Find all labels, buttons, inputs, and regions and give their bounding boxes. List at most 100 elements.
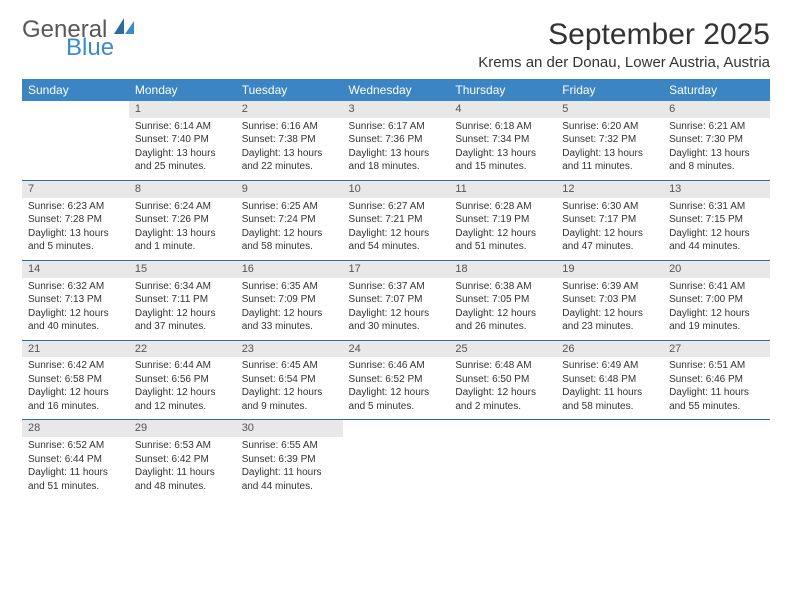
day-number: 25	[455, 343, 467, 355]
day-number: 10	[349, 183, 361, 195]
sunset-text: Sunset: 7:21 PM	[349, 213, 444, 227]
weekday-header: Thursday	[449, 79, 556, 101]
sunset-text: Sunset: 7:13 PM	[28, 293, 123, 307]
day-number-row: 28 29 30	[22, 420, 770, 437]
day-cell	[556, 437, 663, 499]
day-cell: Sunrise: 6:35 AMSunset: 7:09 PMDaylight:…	[236, 278, 343, 341]
day-cell: Sunrise: 6:51 AMSunset: 6:46 PMDaylight:…	[663, 357, 770, 420]
day-number: 4	[455, 103, 461, 115]
day-cell: Sunrise: 6:37 AMSunset: 7:07 PMDaylight:…	[343, 278, 450, 341]
day-number-cell: 16	[236, 261, 343, 278]
daylight-text: Daylight: 13 hours and 15 minutes.	[455, 147, 550, 174]
day-number-cell: 7	[22, 181, 129, 198]
sunrise-text: Sunrise: 6:44 AM	[135, 359, 230, 373]
day-cell: Sunrise: 6:31 AMSunset: 7:15 PMDaylight:…	[663, 198, 770, 261]
daylight-text: Daylight: 12 hours and 16 minutes.	[28, 386, 123, 413]
day-cell: Sunrise: 6:49 AMSunset: 6:48 PMDaylight:…	[556, 357, 663, 420]
day-cell: Sunrise: 6:48 AMSunset: 6:50 PMDaylight:…	[449, 357, 556, 420]
day-number-cell: 8	[129, 181, 236, 198]
daylight-text: Daylight: 12 hours and 2 minutes.	[455, 386, 550, 413]
day-number: 22	[135, 343, 147, 355]
month-title: September 2025	[478, 18, 770, 52]
sunset-text: Sunset: 7:03 PM	[562, 293, 657, 307]
day-cell: Sunrise: 6:38 AMSunset: 7:05 PMDaylight:…	[449, 278, 556, 341]
sunset-text: Sunset: 6:58 PM	[28, 373, 123, 387]
sunset-text: Sunset: 6:39 PM	[242, 453, 337, 467]
day-cell	[449, 437, 556, 499]
day-number-cell: 9	[236, 181, 343, 198]
sunrise-text: Sunrise: 6:51 AM	[669, 359, 764, 373]
day-number-cell: 15	[129, 261, 236, 278]
sunrise-text: Sunrise: 6:39 AM	[562, 280, 657, 294]
daylight-text: Daylight: 12 hours and 23 minutes.	[562, 307, 657, 334]
daylight-text: Daylight: 12 hours and 26 minutes.	[455, 307, 550, 334]
weekday-header: Friday	[556, 79, 663, 101]
sunrise-text: Sunrise: 6:28 AM	[455, 200, 550, 214]
day-cell: Sunrise: 6:25 AMSunset: 7:24 PMDaylight:…	[236, 198, 343, 261]
day-number-row: 123456	[22, 101, 770, 118]
day-cell: Sunrise: 6:20 AMSunset: 7:32 PMDaylight:…	[556, 118, 663, 181]
sunrise-text: Sunrise: 6:37 AM	[349, 280, 444, 294]
day-number: 26	[562, 343, 574, 355]
daylight-text: Daylight: 12 hours and 33 minutes.	[242, 307, 337, 334]
day-number: 13	[669, 183, 681, 195]
day-number: 20	[669, 263, 681, 275]
sunset-text: Sunset: 7:07 PM	[349, 293, 444, 307]
sunrise-text: Sunrise: 6:14 AM	[135, 120, 230, 134]
day-cell: Sunrise: 6:46 AMSunset: 6:52 PMDaylight:…	[343, 357, 450, 420]
day-number-cell: 29	[129, 420, 236, 437]
day-number: 8	[135, 183, 141, 195]
day-number: 16	[242, 263, 254, 275]
day-number-cell: 5	[556, 101, 663, 118]
day-number: 21	[28, 343, 40, 355]
day-cell: Sunrise: 6:16 AMSunset: 7:38 PMDaylight:…	[236, 118, 343, 181]
day-number: 17	[349, 263, 361, 275]
day-number-cell: 27	[663, 341, 770, 358]
day-number-row: 21 22 23 24 25 26 27	[22, 341, 770, 358]
day-number-cell: 20	[663, 261, 770, 278]
sunset-text: Sunset: 6:44 PM	[28, 453, 123, 467]
day-data-row: Sunrise: 6:14 AMSunset: 7:40 PM Daylight:…	[22, 118, 770, 181]
day-number: 1	[135, 103, 141, 115]
daylight-text: Daylight: 12 hours and 5 minutes.	[349, 386, 444, 413]
day-data-row: Sunrise: 6:42 AMSunset: 6:58 PMDaylight:…	[22, 357, 770, 420]
day-number-cell: 3	[343, 101, 450, 118]
day-data-row: Sunrise: 6:52 AMSunset: 6:44 PMDaylight:…	[22, 437, 770, 499]
sunset-text: Sunset: 7:28 PM	[28, 213, 123, 227]
sunrise-text: Sunrise: 6:27 AM	[349, 200, 444, 214]
day-cell: Sunrise: 6:45 AMSunset: 6:54 PMDaylight:…	[236, 357, 343, 420]
day-cell: Sunrise: 6:18 AMSunset: 7:34 PMDaylight:…	[449, 118, 556, 181]
weekday-header: Sunday	[22, 79, 129, 101]
sunrise-text: Sunrise: 6:23 AM	[28, 200, 123, 214]
day-cell: Sunrise: 6:42 AMSunset: 6:58 PMDaylight:…	[22, 357, 129, 420]
weekday-header: Wednesday	[343, 79, 450, 101]
sunrise-text: Sunrise: 6:18 AM	[455, 120, 550, 134]
day-cell	[343, 437, 450, 499]
day-number: 23	[242, 343, 254, 355]
day-number: 30	[242, 422, 254, 434]
sunrise-text: Sunrise: 6:45 AM	[242, 359, 337, 373]
day-cell	[663, 437, 770, 499]
day-number: 6	[669, 103, 675, 115]
sunrise-text: Sunrise: 6:32 AM	[28, 280, 123, 294]
sunset-text: Sunset: 7:40 PM	[135, 133, 230, 147]
day-number: 9	[242, 183, 248, 195]
day-cell: Sunrise: 6:52 AMSunset: 6:44 PMDaylight:…	[22, 437, 129, 499]
daylight-text: Daylight: 12 hours and 54 minutes.	[349, 227, 444, 254]
sunset-text: Sunset: 7:19 PM	[455, 213, 550, 227]
daylight-text: Daylight: 12 hours and 47 minutes.	[562, 227, 657, 254]
daylight-text: Daylight: 12 hours and 58 minutes.	[242, 227, 337, 254]
day-number: 28	[28, 422, 40, 434]
day-number: 24	[349, 343, 361, 355]
sunset-text: Sunset: 6:42 PM	[135, 453, 230, 467]
sunset-text: Sunset: 6:48 PM	[562, 373, 657, 387]
sunrise-text: Sunrise: 6:34 AM	[135, 280, 230, 294]
sunset-text: Sunset: 6:56 PM	[135, 373, 230, 387]
brand-logo: General Blue	[22, 18, 136, 60]
day-number: 7	[28, 183, 34, 195]
daylight-text: Daylight: 12 hours and 51 minutes.	[455, 227, 550, 254]
day-number-cell: 12	[556, 181, 663, 198]
daylight-text: Daylight: 13 hours and 8 minutes.	[669, 147, 764, 174]
sunrise-text: Sunrise: 6:42 AM	[28, 359, 123, 373]
day-number: 14	[28, 263, 40, 275]
